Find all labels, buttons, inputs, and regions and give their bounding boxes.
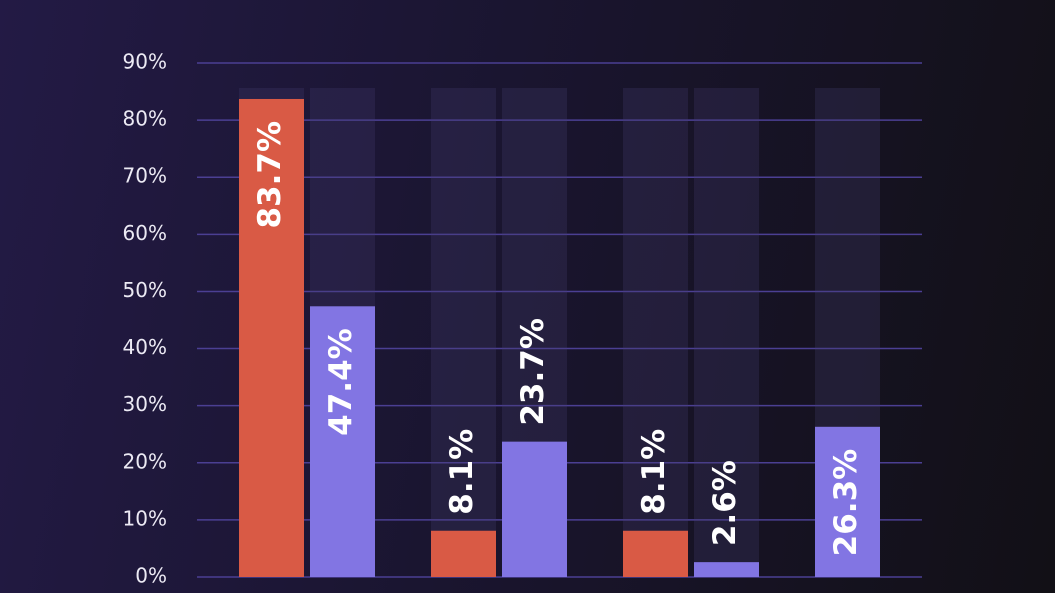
bar [431,530,496,577]
value-label: 26.3% [828,449,864,557]
value-label: 83.7% [252,121,288,229]
y-tick-label: 80% [123,107,167,131]
y-tick-label: 60% [123,221,167,245]
y-tick-label: 40% [123,335,167,359]
value-label: 47.4% [323,328,359,436]
bar-track [623,88,688,577]
bar [310,306,375,577]
bar [502,441,567,577]
bar [623,530,688,577]
value-label: 8.1% [444,429,480,515]
y-tick-label: 50% [123,278,167,302]
y-tick-label: 70% [123,164,167,188]
y-tick-label: 0% [135,564,167,588]
y-tick-label: 30% [123,392,167,416]
bar [694,562,759,577]
bar [815,426,880,577]
bar [239,98,304,577]
value-label: 8.1% [636,429,672,515]
bar-track [694,88,759,577]
value-label: 23.7% [515,318,551,426]
y-tick-label: 20% [123,449,167,473]
value-label: 2.6% [707,460,743,546]
bar-track [431,88,496,577]
y-tick-label: 10% [123,506,167,530]
y-tick-label: 90% [123,50,167,74]
